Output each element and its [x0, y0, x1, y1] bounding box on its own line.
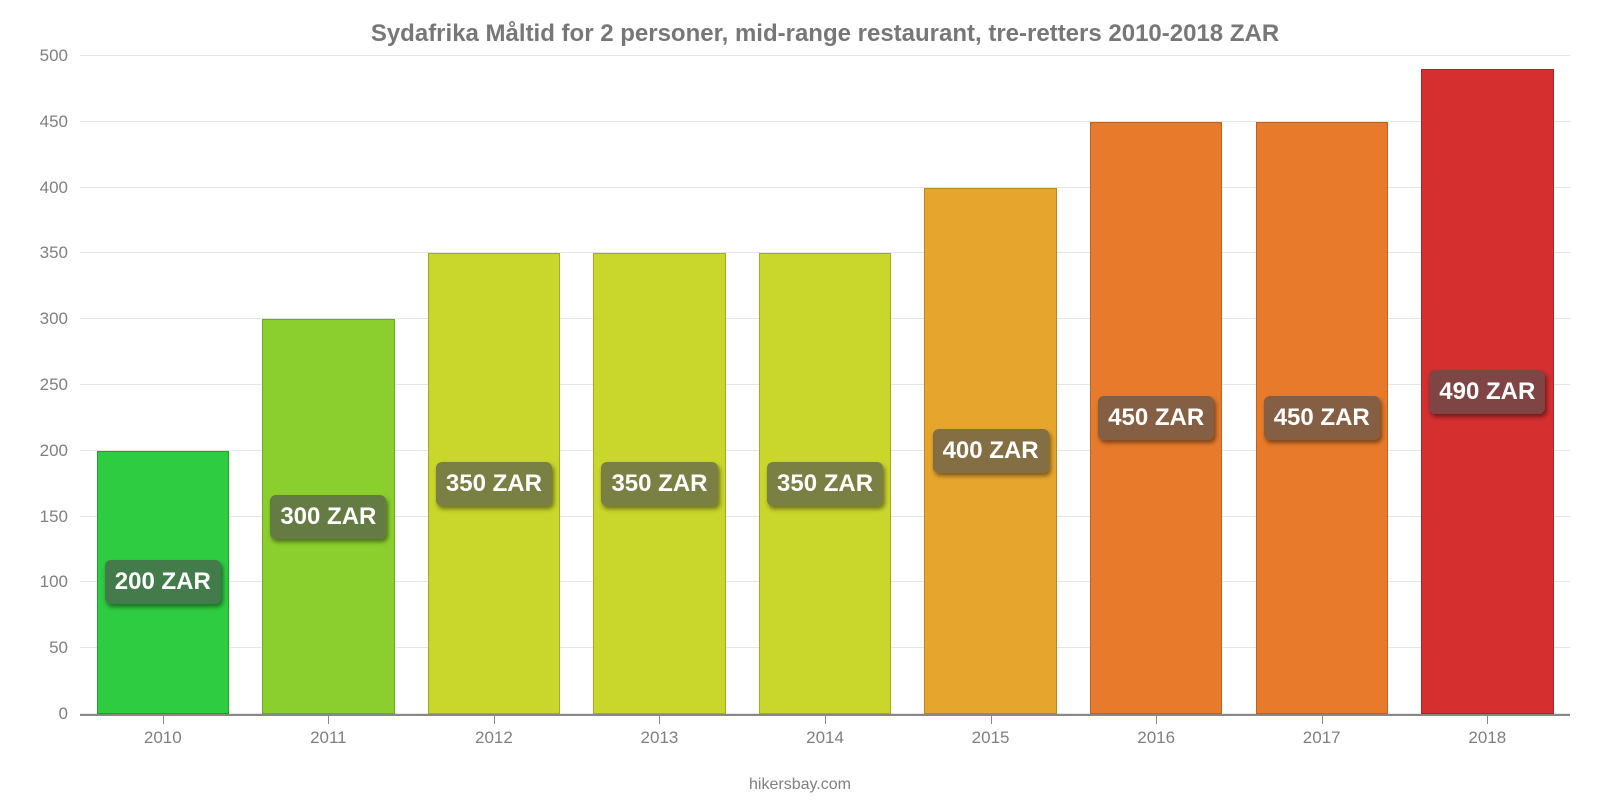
xtick-label: 2018 [1468, 728, 1506, 748]
bar: 200 ZAR [97, 451, 229, 714]
xtick-label: 2013 [641, 728, 679, 748]
ytick-label: 450 [40, 112, 80, 132]
bar-value-label: 350 ZAR [601, 462, 717, 506]
bar: 450 ZAR [1256, 122, 1388, 714]
bar-slot: 450 ZAR [1073, 56, 1239, 714]
ytick-label: 350 [40, 243, 80, 263]
xtick-label: 2015 [972, 728, 1010, 748]
bar: 490 ZAR [1421, 69, 1553, 714]
ytick-label: 500 [40, 46, 80, 66]
ytick-label: 250 [40, 375, 80, 395]
bar: 300 ZAR [262, 319, 394, 714]
chart-container: Sydafrika Måltid for 2 personer, mid-ran… [0, 0, 1600, 800]
ytick-label: 0 [59, 704, 80, 724]
bar-value-label: 300 ZAR [270, 495, 386, 539]
bar: 400 ZAR [924, 188, 1056, 714]
bar-value-label: 450 ZAR [1098, 396, 1214, 440]
xtick-label: 2014 [806, 728, 844, 748]
bar-slot: 350 ZAR [742, 56, 908, 714]
bar-value-label: 350 ZAR [436, 462, 552, 506]
xtick-label: 2017 [1303, 728, 1341, 748]
xtick-label: 2011 [310, 728, 347, 748]
bar-slot: 400 ZAR [908, 56, 1074, 714]
ytick-label: 150 [40, 507, 80, 527]
bar: 350 ZAR [759, 253, 891, 714]
bar-slot: 200 ZAR [80, 56, 246, 714]
bar: 450 ZAR [1090, 122, 1222, 714]
ytick-label: 400 [40, 178, 80, 198]
bars-container: 200 ZAR 300 ZAR 350 ZAR 350 ZAR 350 ZAR 400 Z… [80, 56, 1570, 714]
bar-value-label: 490 ZAR [1429, 370, 1545, 414]
bar: 350 ZAR [593, 253, 725, 714]
bar-value-label: 450 ZAR [1264, 396, 1380, 440]
chart-title: Sydafrika Måltid for 2 personer, mid-ran… [80, 20, 1570, 48]
bar-slot: 350 ZAR [411, 56, 577, 714]
plot-area: 200 ZAR 300 ZAR 350 ZAR 350 ZAR 350 ZAR 400 Z… [80, 56, 1570, 716]
xtick-label: 2010 [144, 728, 182, 748]
bar-slot: 450 ZAR [1239, 56, 1405, 714]
ytick-label: 300 [40, 309, 80, 329]
bar-slot: 490 ZAR [1405, 56, 1571, 714]
ytick-label: 50 [49, 638, 80, 658]
bar: 350 ZAR [428, 253, 560, 714]
bar-value-label: 200 ZAR [105, 560, 221, 604]
attribution: hikersbay.com [0, 776, 1600, 794]
bar-value-label: 400 ZAR [933, 429, 1049, 473]
bar-slot: 350 ZAR [577, 56, 743, 714]
xtick-label: 2016 [1137, 728, 1175, 748]
bar-value-label: 350 ZAR [767, 462, 883, 506]
ytick-label: 200 [40, 441, 80, 461]
xtick-label: 2012 [475, 728, 513, 748]
bar-slot: 300 ZAR [246, 56, 412, 714]
ytick-label: 100 [40, 572, 80, 592]
